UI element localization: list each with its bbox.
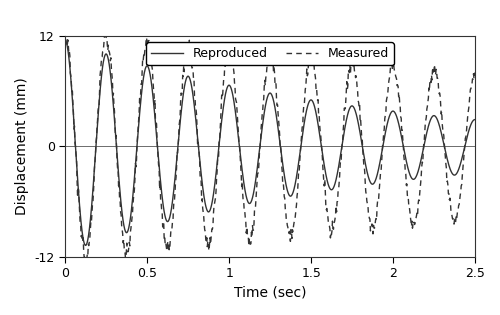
Reproduced (460, 152, 466, 155)
Reproduced (251, 190, 257, 193)
Reproduced (82, 243, 88, 247)
Reproduced (385, 118, 391, 122)
Reproduced (262, 108, 268, 112)
Measured (82, 264, 88, 268)
Measured (312, 73, 318, 77)
Measured (416, 199, 422, 203)
Measured (62, 31, 68, 35)
Reproduced (62, 38, 68, 42)
Measured (324, 211, 330, 215)
Line: Measured: Measured (65, 33, 475, 266)
Reproduced (460, 151, 466, 154)
Measured (302, 104, 308, 107)
Reproduced (472, 118, 478, 122)
Y-axis label: Displacement (mm): Displacement (mm) (15, 77, 29, 215)
Legend: Reproduced, Measured: Reproduced, Measured (146, 42, 394, 65)
Reproduced (84, 243, 89, 247)
Measured (374, 204, 380, 208)
Measured (472, 71, 478, 74)
Measured (88, 220, 94, 224)
Measured (62, 33, 68, 37)
X-axis label: Time (sec): Time (sec) (234, 286, 306, 300)
Line: Reproduced: Reproduced (65, 40, 475, 245)
